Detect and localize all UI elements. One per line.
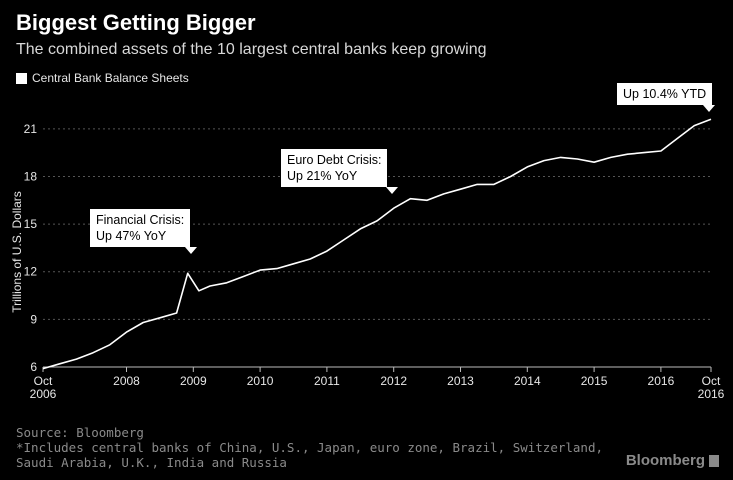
x-tick-label: Oct — [702, 374, 721, 388]
bloomberg-logo: Bloomberg — [626, 452, 719, 469]
y-tick-label: 18 — [24, 169, 38, 183]
callout-financial-crisis-line2: Up 47% YoY — [96, 229, 167, 243]
x-tick-label: 2011 — [314, 374, 340, 388]
series-line — [42, 118, 712, 370]
series-lines — [42, 118, 712, 370]
callout-financial-crisis-pointer — [185, 247, 197, 254]
callout-euro-debt-line1: Euro Debt Crisis: — [287, 153, 382, 167]
source-note: Source: Bloomberg — [16, 425, 144, 440]
x-tick-label: 2014 — [514, 374, 541, 388]
y-tick-labels: 6 9 12 15 18 21 — [24, 122, 38, 374]
callout-financial-crisis: Financial Crisis: Up 47% YoY — [90, 209, 191, 247]
y-tick-label: 12 — [24, 265, 38, 279]
x-tick-label: 2008 — [113, 374, 140, 388]
callout-ytd-text: Up 10.4% YTD — [623, 87, 707, 101]
x-tick-label: 2010 — [247, 374, 274, 388]
footnote: *Includes central banks of China, U.S., … — [16, 440, 603, 470]
y-axis-label: Trillions of U.S. Dollars — [10, 191, 24, 313]
y-tick-label: 15 — [24, 217, 38, 231]
x-tick-label: 2016 — [648, 374, 675, 388]
y-tick-label: 6 — [30, 360, 37, 374]
x-tick-label: 2012 — [380, 374, 407, 388]
legend-swatch — [16, 72, 27, 84]
x-tick-label: 2009 — [180, 374, 207, 388]
x-tick-label: 2013 — [447, 374, 474, 388]
x-tick-sublabel: 2006 — [30, 387, 57, 401]
bloomberg-icon — [709, 454, 719, 467]
chart-title: Biggest Getting Bigger — [16, 10, 256, 35]
y-tick-label: 9 — [30, 312, 37, 326]
callout-euro-debt-crisis: Euro Debt Crisis: Up 21% YoY — [281, 149, 388, 187]
footer-notes: Source: Bloomberg *Includes central bank… — [16, 425, 616, 470]
callout-ytd: Up 10.4% YTD — [617, 83, 713, 105]
brand-name: Bloomberg — [625, 452, 705, 469]
callout-euro-debt-pointer — [386, 187, 398, 194]
chart-subtitle: The combined assets of the 10 largest ce… — [16, 41, 487, 58]
x-tick-label: 2015 — [581, 374, 608, 388]
y-tick-label: 21 — [24, 122, 38, 136]
x-tick-sublabel: 2016 — [698, 387, 725, 401]
x-tick-label: Oct — [34, 374, 53, 388]
callout-financial-crisis-line1: Financial Crisis: — [96, 213, 185, 227]
legend: Central Bank Balance Sheets — [16, 71, 189, 85]
callout-euro-debt-line2: Up 21% YoY — [287, 169, 358, 183]
callout-ytd-pointer — [703, 105, 715, 112]
legend-label: Central Bank Balance Sheets — [32, 71, 189, 85]
